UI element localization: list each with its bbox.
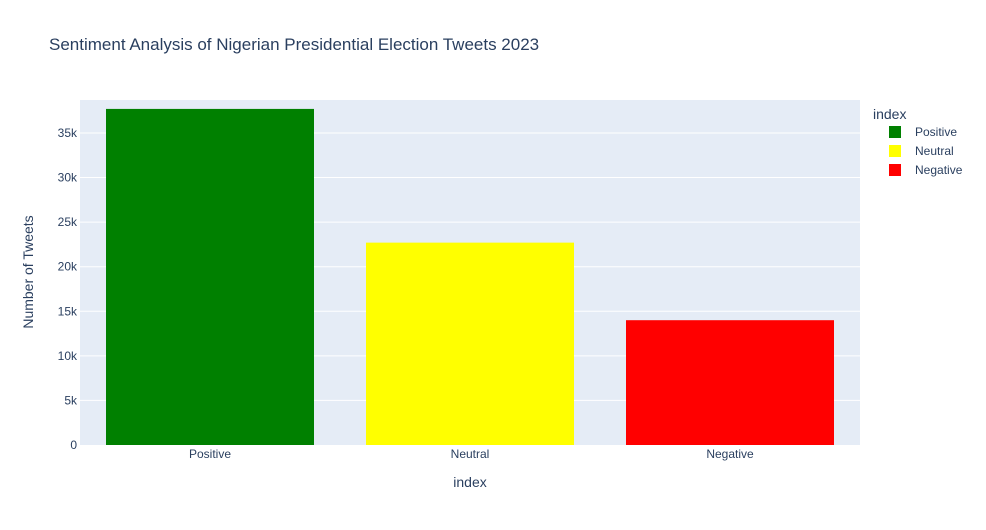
x-tick-label: Negative [706, 447, 754, 461]
legend-swatch [889, 126, 901, 138]
x-axis-title: index [453, 474, 486, 490]
y-axis-title: Number of Tweets [20, 215, 36, 328]
bar-negative[interactable] [626, 320, 834, 445]
legend-entry[interactable]: Neutral [915, 144, 954, 158]
bars [106, 108, 834, 445]
y-tick-label: 0 [70, 438, 77, 452]
x-tick-label: Positive [189, 447, 231, 461]
y-tick-label: 15k [58, 304, 78, 318]
bar-neutral[interactable] [366, 242, 574, 445]
y-tick-label: 20k [58, 260, 78, 274]
legend: index Positive Neutral Negative [873, 106, 963, 177]
legend-swatch [889, 145, 901, 157]
legend-entry[interactable]: Negative [915, 163, 963, 177]
y-axis-ticks: 0 5k 10k 15k 20k 25k 30k 35k [58, 126, 78, 452]
bar-positive[interactable] [106, 108, 314, 445]
x-tick-label: Neutral [451, 447, 490, 461]
legend-swatch [889, 164, 901, 176]
legend-title: index [873, 106, 906, 122]
y-tick-label: 35k [58, 126, 78, 140]
y-tick-label: 30k [58, 171, 78, 185]
y-tick-label: 5k [64, 393, 78, 407]
y-tick-label: 10k [58, 349, 78, 363]
legend-entry[interactable]: Positive [915, 125, 957, 139]
x-axis-ticks: Positive Neutral Negative [189, 447, 754, 461]
chart-title: Sentiment Analysis of Nigerian President… [49, 35, 539, 54]
y-tick-label: 25k [58, 215, 78, 229]
